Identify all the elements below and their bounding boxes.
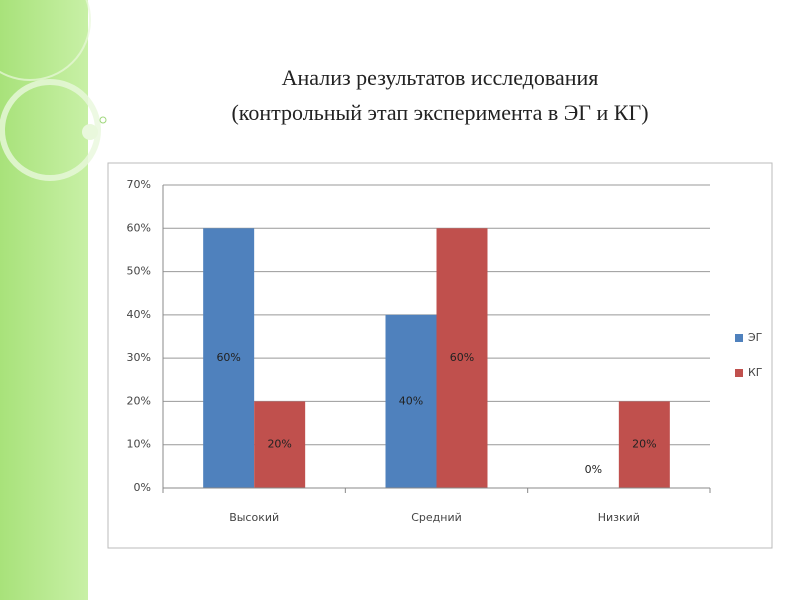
legend-swatch: [735, 369, 743, 377]
data-label: 20%: [267, 438, 291, 451]
decor-ring: [0, 0, 91, 81]
legend-swatch: [735, 334, 743, 342]
y-tick-label: 70%: [127, 178, 151, 191]
decor-dot: [82, 124, 98, 140]
y-tick-label: 50%: [127, 265, 151, 278]
decor-dot: [99, 116, 107, 124]
y-tick-label: 40%: [127, 308, 151, 321]
data-label: 40%: [399, 394, 423, 407]
y-tick-label: 60%: [127, 221, 151, 234]
data-label: 0%: [585, 463, 602, 476]
x-tick-label: Низкий: [598, 511, 640, 524]
chart-subtitle: (контрольный этап эксперимента в ЭГ и КГ…: [231, 100, 648, 125]
legend-label: КГ: [748, 366, 763, 379]
bar: [436, 228, 488, 489]
y-tick-label: 0%: [134, 481, 151, 494]
data-label: 60%: [450, 351, 474, 364]
x-tick-label: Высокий: [229, 511, 279, 524]
y-tick-label: 10%: [127, 438, 151, 451]
y-tick-label: 30%: [127, 351, 151, 364]
bar: [385, 314, 437, 488]
bar: [203, 228, 255, 489]
data-label: 20%: [632, 438, 656, 451]
chart-title: Анализ результатов исследования: [282, 65, 599, 90]
data-label: 60%: [216, 351, 240, 364]
decor-ring: [0, 79, 101, 181]
bar: [254, 401, 306, 488]
bar: [618, 401, 670, 488]
y-tick-label: 20%: [127, 394, 151, 407]
legend-label: ЭГ: [748, 331, 763, 344]
x-tick-label: Средний: [411, 511, 462, 524]
